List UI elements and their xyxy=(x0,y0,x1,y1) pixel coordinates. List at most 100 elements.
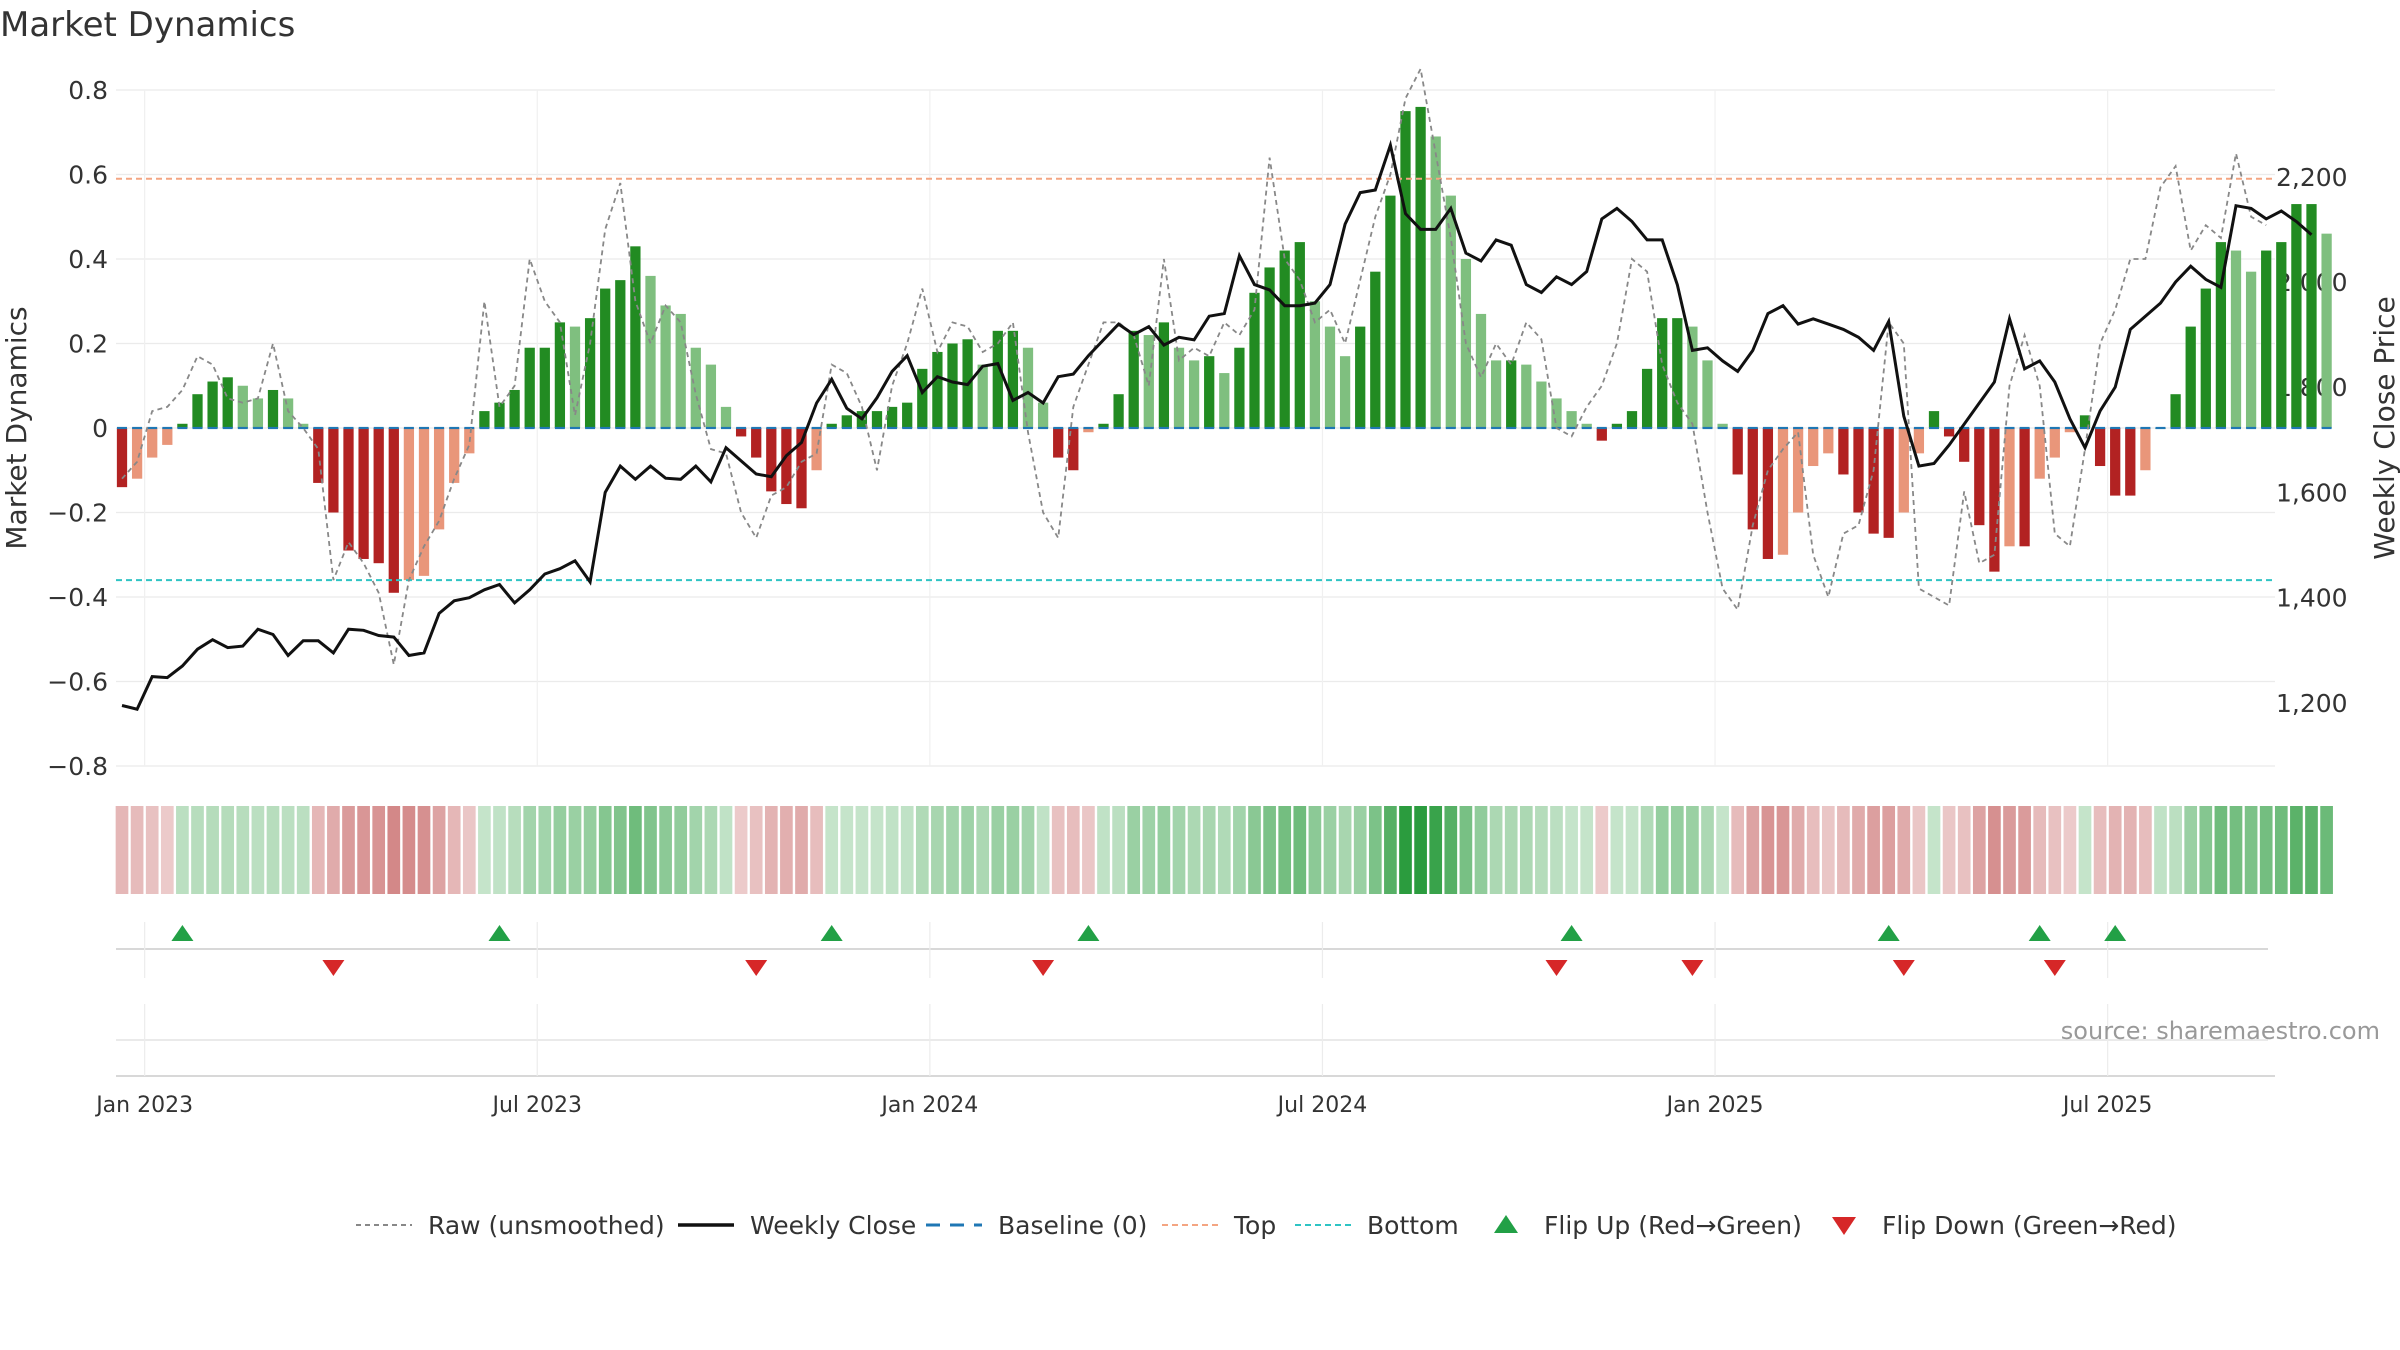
dynamics-bar xyxy=(600,288,611,428)
heat-cell xyxy=(130,806,144,894)
heat-cell xyxy=(311,806,325,894)
heat-cell xyxy=(976,806,990,894)
flip-up-marker xyxy=(1560,925,1583,941)
heat-cell xyxy=(1384,806,1397,894)
legend-label: Raw (unsmoothed) xyxy=(428,1211,665,1240)
heat-cell xyxy=(1595,806,1609,894)
heat-cell xyxy=(296,806,310,894)
heat-cell xyxy=(538,806,552,894)
heat-cell xyxy=(1112,806,1125,894)
dynamics-bar xyxy=(1204,356,1215,428)
x-tick-label: Jul 2025 xyxy=(2061,1093,2153,1118)
weekly-close-line xyxy=(121,139,2313,711)
left-tick-label: −0.4 xyxy=(47,583,108,612)
heat-cell xyxy=(236,806,250,894)
left-axis: 0.8 0.6 0.4 0.2 0 −0.2 −0.4 −0.6 −0.8 xyxy=(47,76,108,781)
dynamics-bar xyxy=(2079,415,2091,428)
dynamics-bar xyxy=(1083,428,1094,433)
dynamics-bar xyxy=(1626,411,1638,428)
flip-down-marker xyxy=(1892,960,1915,976)
heat-cell xyxy=(2003,806,2016,894)
heat-cell xyxy=(719,806,733,894)
heat-cell xyxy=(855,806,869,894)
heat-cell xyxy=(115,806,129,894)
dynamics-bar xyxy=(569,326,581,428)
chart-title: Market Dynamics xyxy=(0,5,295,45)
dynamics-bar xyxy=(2004,428,2015,547)
dynamics-bar xyxy=(1037,402,1049,428)
legend-label: Weekly Close xyxy=(750,1211,916,1240)
heat-cell xyxy=(2033,806,2047,894)
flip-down-marker xyxy=(1545,960,1568,976)
x-tick-label: Jul 2023 xyxy=(490,1093,582,1118)
dynamics-bar xyxy=(2110,428,2121,496)
dynamics-bar xyxy=(418,428,430,576)
left-tick-label: −0.8 xyxy=(47,752,108,781)
x-tick-label: Jul 2024 xyxy=(1276,1093,1368,1118)
flip-panel xyxy=(116,922,2268,978)
heat-cell xyxy=(900,806,914,894)
heat-cell xyxy=(1021,806,1035,894)
dynamics-bar xyxy=(403,428,415,581)
heat-cell xyxy=(2048,806,2062,894)
heat-cell xyxy=(2184,806,2198,894)
heat-cell xyxy=(1867,806,1880,894)
heat-cell xyxy=(810,806,823,894)
dynamics-bar xyxy=(1415,106,1426,429)
dynamics-bar xyxy=(766,428,777,492)
heat-cell xyxy=(2078,806,2092,894)
heat-strip xyxy=(115,806,2333,894)
dynamics-bar xyxy=(1294,242,1305,428)
dynamics-bar xyxy=(2094,428,2106,467)
heat-cell xyxy=(1988,806,2001,894)
heat-cell xyxy=(1142,806,1156,894)
heat-cell xyxy=(1731,806,1745,894)
dynamics-bars xyxy=(116,106,2332,593)
flip-down-marker xyxy=(745,960,768,976)
heat-cell xyxy=(402,806,416,894)
left-tick-label: −0.6 xyxy=(47,668,108,697)
heat-cell xyxy=(2154,806,2167,894)
heat-cell xyxy=(870,806,884,894)
left-tick-label: 0 xyxy=(92,414,108,443)
heat-cell xyxy=(221,806,235,894)
heat-cell xyxy=(1097,806,1110,894)
dynamics-bar xyxy=(2034,428,2045,479)
x-axis: Jan 2023 Jul 2023 Jan 2024 Jul 2024 Jan 2025… xyxy=(94,1093,2152,1118)
heat-cell xyxy=(1972,806,1986,894)
flip-up-marker xyxy=(2104,925,2127,941)
dynamics-bar xyxy=(494,402,505,428)
dynamics-bar xyxy=(1128,330,1139,428)
heat-cell xyxy=(1036,806,1050,894)
heat-cell xyxy=(2214,806,2228,894)
dynamics-bar xyxy=(1943,428,1955,437)
heat-cell xyxy=(1248,806,1261,894)
dynamics-bar xyxy=(1173,347,1185,428)
dynamics-bar xyxy=(886,406,898,428)
left-tick-label: 0.4 xyxy=(68,245,108,274)
dynamics-bar xyxy=(2321,233,2332,428)
heat-cell xyxy=(2169,806,2182,894)
dynamics-bar xyxy=(1792,428,1804,513)
dynamics-bar xyxy=(1098,423,1109,428)
dynamics-bar xyxy=(1974,428,1985,526)
heat-cell xyxy=(1837,806,1850,894)
dynamics-bar xyxy=(1868,428,1879,534)
x-tick-label: Jan 2024 xyxy=(879,1093,978,1118)
heat-cell xyxy=(1550,806,1563,894)
dynamics-bar xyxy=(2306,204,2317,428)
dynamics-bar xyxy=(1702,360,1713,428)
dynamics-bar xyxy=(1355,326,1366,428)
dynamics-bar xyxy=(1309,301,1321,428)
heat-cell xyxy=(1746,806,1760,894)
heat-cell xyxy=(613,806,627,894)
heat-cell xyxy=(432,806,446,894)
dynamics-bar xyxy=(645,275,656,428)
dynamics-bar xyxy=(1188,360,1200,428)
flip-up-marker xyxy=(171,925,194,941)
heat-cell xyxy=(387,806,401,894)
heat-cell xyxy=(251,806,265,894)
heat-cell xyxy=(1051,806,1065,894)
heat-cell xyxy=(1897,806,1911,894)
